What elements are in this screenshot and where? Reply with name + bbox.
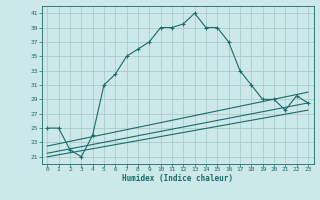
X-axis label: Humidex (Indice chaleur): Humidex (Indice chaleur): [122, 174, 233, 183]
